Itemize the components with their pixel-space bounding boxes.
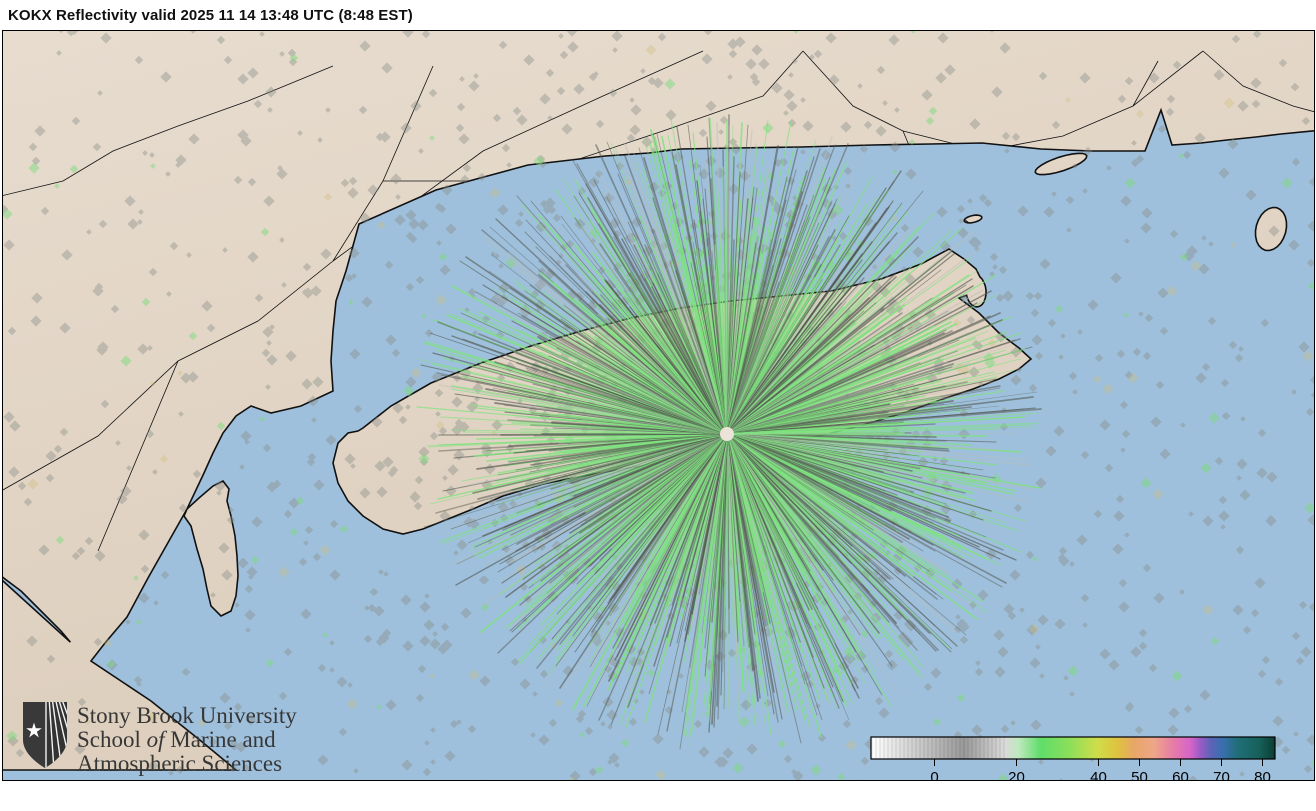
svg-text:80: 80 <box>1254 769 1271 780</box>
svg-text:Stony Brook University: Stony Brook University <box>77 703 297 728</box>
svg-text:Atmospheric Sciences: Atmospheric Sciences <box>77 751 282 776</box>
svg-text:20: 20 <box>1008 769 1025 780</box>
svg-text:40: 40 <box>1090 769 1107 780</box>
svg-text:60: 60 <box>1172 769 1189 780</box>
svg-text:70: 70 <box>1213 769 1230 780</box>
svg-text:0: 0 <box>930 769 938 780</box>
svg-text:School of Marine and: School of Marine and <box>77 727 276 752</box>
svg-text:50: 50 <box>1131 769 1148 780</box>
